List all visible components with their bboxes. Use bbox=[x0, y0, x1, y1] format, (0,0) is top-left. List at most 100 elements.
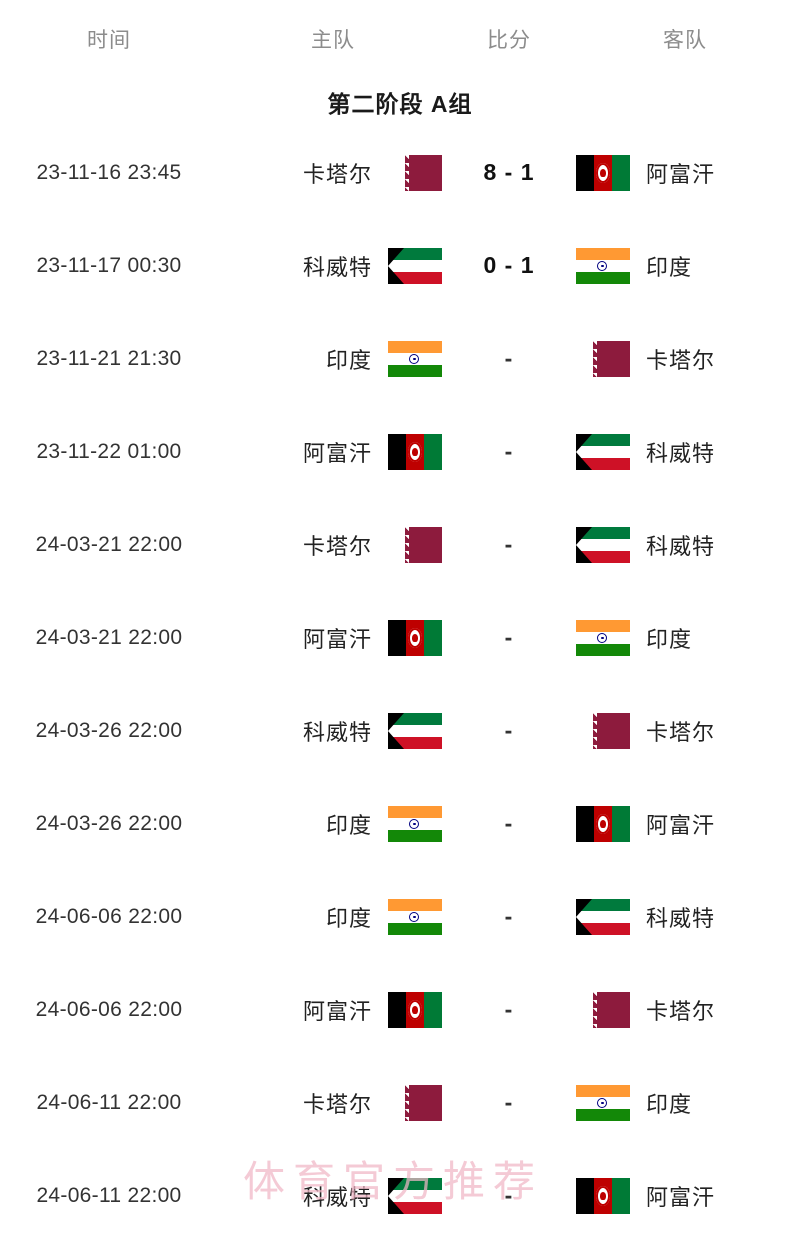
away-team-cell[interactable]: 印度 bbox=[570, 247, 800, 284]
home-team-cell[interactable]: 阿富汗 bbox=[218, 619, 448, 656]
flag-in-icon bbox=[388, 340, 442, 377]
home-team-name: 卡塔尔 bbox=[302, 161, 372, 187]
flag-qa-icon bbox=[576, 712, 630, 749]
match-score: - bbox=[504, 345, 514, 371]
home-team-cell[interactable]: 卡塔尔 bbox=[218, 1084, 448, 1121]
away-team-name: 阿富汗 bbox=[646, 1184, 716, 1210]
group-title-row: 第二阶段 A组 bbox=[0, 78, 800, 126]
match-time: 24-06-06 22:00 bbox=[35, 997, 183, 1021]
away-team-cell[interactable]: 科威特 bbox=[570, 526, 800, 563]
match-score: - bbox=[504, 810, 514, 836]
match-time: 24-03-21 22:00 bbox=[35, 532, 183, 556]
match-score: - bbox=[504, 1182, 514, 1208]
match-rows-container: 23-11-16 23:45 卡塔尔 8 - 1 阿富汗 23-11-17 00:30 科… bbox=[0, 126, 800, 1242]
home-team-name: 印度 bbox=[325, 905, 372, 931]
match-score: - bbox=[504, 996, 514, 1022]
match-time: 24-06-11 22:00 bbox=[36, 1183, 182, 1207]
match-time: 24-03-26 22:00 bbox=[35, 718, 183, 742]
flag-kw-icon bbox=[576, 526, 630, 563]
match-time: 23-11-17 00:30 bbox=[36, 253, 182, 277]
flag-kw-icon bbox=[576, 898, 630, 935]
flag-af-icon bbox=[576, 1177, 630, 1214]
match-time: 24-03-21 22:00 bbox=[35, 625, 183, 649]
group-title: 第二阶段 A组 bbox=[327, 91, 473, 117]
flag-af-icon bbox=[388, 619, 442, 656]
away-team-cell[interactable]: 阿富汗 bbox=[570, 154, 800, 191]
away-team-cell[interactable]: 卡塔尔 bbox=[570, 340, 800, 377]
home-team-cell[interactable]: 印度 bbox=[218, 898, 448, 935]
flag-in-icon bbox=[576, 1084, 630, 1121]
home-team-name: 阿富汗 bbox=[302, 998, 372, 1024]
match-time: 24-03-26 22:00 bbox=[35, 811, 183, 835]
table-row[interactable]: 23-11-21 21:30 印度 - 卡塔尔 bbox=[0, 312, 800, 405]
away-team-cell[interactable]: 阿富汗 bbox=[570, 1177, 800, 1214]
home-team-name: 卡塔尔 bbox=[302, 533, 372, 559]
flag-in-icon bbox=[388, 898, 442, 935]
home-team-cell[interactable]: 卡塔尔 bbox=[218, 526, 448, 563]
away-team-name: 阿富汗 bbox=[646, 161, 716, 187]
away-team-name: 印度 bbox=[646, 626, 693, 652]
home-team-cell[interactable]: 阿富汗 bbox=[218, 433, 448, 470]
table-row[interactable]: 24-06-06 22:00 阿富汗 - 卡塔尔 bbox=[0, 963, 800, 1056]
flag-af-icon bbox=[576, 805, 630, 842]
table-row[interactable]: 24-06-11 22:00 科威特 - 阿富汗 bbox=[0, 1149, 800, 1242]
home-team-cell[interactable]: 科威特 bbox=[218, 712, 448, 749]
table-row[interactable]: 23-11-22 01:00 阿富汗 - 科威特 bbox=[0, 405, 800, 498]
flag-kw-icon bbox=[388, 1177, 442, 1214]
away-team-name: 科威特 bbox=[646, 440, 716, 466]
match-time: 24-06-11 22:00 bbox=[36, 1090, 182, 1114]
flag-qa-icon bbox=[576, 340, 630, 377]
home-team-name: 印度 bbox=[325, 812, 372, 838]
away-team-cell[interactable]: 卡塔尔 bbox=[570, 991, 800, 1028]
away-team-name: 印度 bbox=[646, 1091, 693, 1117]
match-time: 23-11-22 01:00 bbox=[36, 439, 182, 463]
match-score: - bbox=[504, 531, 514, 557]
match-score: - bbox=[504, 438, 514, 464]
table-row[interactable]: 24-03-21 22:00 阿富汗 - 印度 bbox=[0, 591, 800, 684]
column-header-score: 比分 bbox=[487, 29, 531, 52]
away-team-cell[interactable]: 科威特 bbox=[570, 898, 800, 935]
home-team-name: 阿富汗 bbox=[302, 440, 372, 466]
flag-in-icon bbox=[388, 805, 442, 842]
home-team-cell[interactable]: 科威特 bbox=[218, 247, 448, 284]
table-header-row: 时间 主队 比分 客队 bbox=[0, 0, 800, 78]
match-score: - bbox=[504, 903, 514, 929]
away-team-name: 卡塔尔 bbox=[646, 347, 716, 373]
away-team-cell[interactable]: 科威特 bbox=[570, 433, 800, 470]
flag-kw-icon bbox=[388, 247, 442, 284]
match-score: 0 - 1 bbox=[483, 252, 535, 278]
match-score: - bbox=[504, 624, 514, 650]
away-team-cell[interactable]: 卡塔尔 bbox=[570, 712, 800, 749]
column-header-home: 主队 bbox=[311, 29, 355, 52]
home-team-name: 卡塔尔 bbox=[302, 1091, 372, 1117]
flag-af-icon bbox=[388, 433, 442, 470]
column-header-away: 客队 bbox=[663, 29, 707, 52]
table-row[interactable]: 24-03-21 22:00 卡塔尔 - 科威特 bbox=[0, 498, 800, 591]
table-row[interactable]: 23-11-17 00:30 科威特 0 - 1 印度 bbox=[0, 219, 800, 312]
home-team-cell[interactable]: 科威特 bbox=[218, 1177, 448, 1214]
away-team-name: 卡塔尔 bbox=[646, 719, 716, 745]
away-team-cell[interactable]: 阿富汗 bbox=[570, 805, 800, 842]
flag-in-icon bbox=[576, 619, 630, 656]
home-team-cell[interactable]: 印度 bbox=[218, 340, 448, 377]
table-row[interactable]: 24-06-06 22:00 印度 - 科威特 bbox=[0, 870, 800, 963]
match-score: - bbox=[504, 1089, 514, 1115]
table-row[interactable]: 24-03-26 22:00 科威特 - 卡塔尔 bbox=[0, 684, 800, 777]
table-row[interactable]: 24-03-26 22:00 印度 - 阿富汗 bbox=[0, 777, 800, 870]
away-team-cell[interactable]: 印度 bbox=[570, 619, 800, 656]
away-team-cell[interactable]: 印度 bbox=[570, 1084, 800, 1121]
flag-in-icon bbox=[576, 247, 630, 284]
home-team-name: 科威特 bbox=[302, 719, 372, 745]
match-time: 23-11-16 23:45 bbox=[36, 160, 182, 184]
home-team-cell[interactable]: 印度 bbox=[218, 805, 448, 842]
column-header-time: 时间 bbox=[87, 29, 131, 52]
home-team-name: 印度 bbox=[325, 347, 372, 373]
home-team-cell[interactable]: 阿富汗 bbox=[218, 991, 448, 1028]
table-row[interactable]: 23-11-16 23:45 卡塔尔 8 - 1 阿富汗 bbox=[0, 126, 800, 219]
away-team-name: 印度 bbox=[646, 254, 693, 280]
flag-af-icon bbox=[576, 154, 630, 191]
flag-qa-icon bbox=[388, 1084, 442, 1121]
table-row[interactable]: 24-06-11 22:00 卡塔尔 - 印度 bbox=[0, 1056, 800, 1149]
home-team-cell[interactable]: 卡塔尔 bbox=[218, 154, 448, 191]
